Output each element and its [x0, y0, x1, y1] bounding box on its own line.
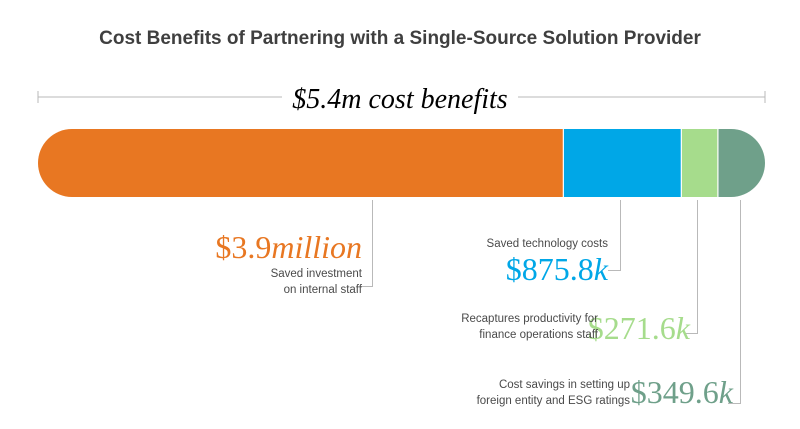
description-line: Saved investment — [270, 268, 362, 280]
description-foreign: Cost savings in setting up foreign entity… — [477, 377, 630, 409]
leader-tick-productivity — [686, 333, 698, 334]
value-label-staff: $3.9million — [215, 230, 362, 264]
value-amount: $3.9 — [215, 229, 272, 265]
description-line: Saved technology costs — [486, 238, 608, 250]
value-label-technology: $875.8k — [506, 252, 608, 286]
description-productivity: Recaptures productivity for finance opera… — [461, 311, 598, 343]
value-label-productivity: $271.6k — [588, 311, 690, 345]
description-line: on internal staff — [283, 284, 362, 296]
chart-title: Cost Benefits of Partnering with a Singl… — [99, 28, 701, 49]
value-unit: k — [675, 310, 690, 346]
description-staff: Saved investment on internal staff — [271, 266, 362, 298]
value-amount: $271.6 — [587, 310, 676, 346]
leader-line-productivity — [697, 200, 698, 333]
description-line: Recaptures productivity for — [461, 313, 598, 325]
bar-segments — [38, 129, 765, 197]
description-line: finance operations staff — [479, 329, 598, 341]
leader-tick-technology — [608, 270, 621, 271]
bar-segment-productivity — [681, 129, 719, 197]
description-technology: Saved technology costs — [487, 236, 608, 252]
value-amount: $875.8 — [505, 251, 594, 287]
value-label-foreign: $349.6k — [631, 375, 733, 409]
bar-segment-foreign — [717, 129, 765, 197]
description-line: foreign entity and ESG ratings — [476, 395, 630, 407]
description-line: Cost savings in setting up — [498, 379, 630, 391]
bar-segment-staff — [38, 129, 564, 197]
value-unit: k — [593, 251, 608, 287]
bar-segment-technology — [563, 129, 682, 197]
leader-line-staff — [372, 200, 373, 286]
value-amount: $349.6 — [630, 374, 719, 410]
leader-line-technology — [620, 200, 621, 270]
leader-tick-foreign — [728, 403, 741, 404]
value-unit: million — [271, 229, 362, 265]
leader-line-foreign — [740, 200, 741, 403]
value-unit: k — [718, 374, 733, 410]
leader-tick-staff — [360, 286, 373, 287]
